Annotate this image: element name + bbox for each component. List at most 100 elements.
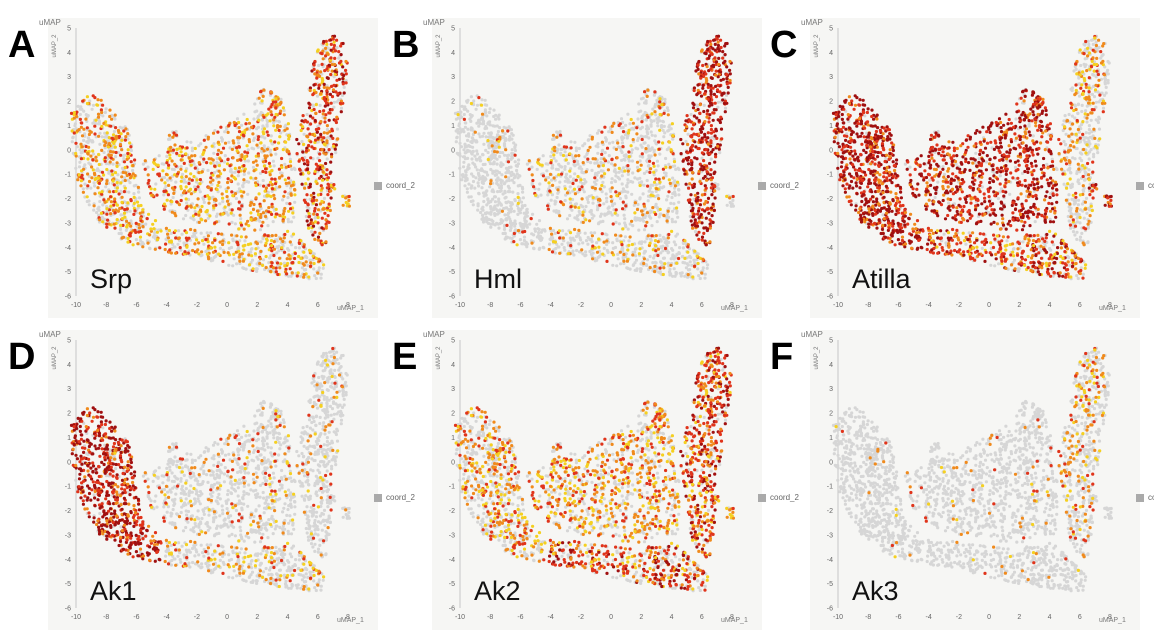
cell-point <box>179 246 182 249</box>
cell-point <box>302 251 305 254</box>
cell-point <box>299 257 302 260</box>
cell-point <box>630 151 633 154</box>
cell-point <box>517 196 520 199</box>
cell-point <box>594 246 597 249</box>
cell-point <box>283 207 286 210</box>
cell-point <box>622 201 625 204</box>
cell-point <box>601 232 604 235</box>
cell-point <box>253 229 256 232</box>
cell-point <box>319 277 322 280</box>
cell-point <box>596 162 599 165</box>
cell-point <box>257 154 260 157</box>
cell-point <box>662 185 665 188</box>
cell-point <box>524 222 527 225</box>
cell-point <box>512 141 515 144</box>
cell-point <box>503 213 506 216</box>
cell-point <box>569 231 572 234</box>
cell-point <box>120 175 123 178</box>
cell-point <box>573 228 576 231</box>
cell-point <box>172 149 175 152</box>
cell-point <box>119 154 122 157</box>
cell-point <box>261 264 264 267</box>
cell-point <box>180 199 183 202</box>
cell-point <box>76 145 79 148</box>
cell-point <box>266 234 269 237</box>
cell-point <box>163 203 166 206</box>
cell-point <box>246 193 249 196</box>
cell-point <box>86 195 89 198</box>
cell-point <box>675 211 678 214</box>
cell-point <box>257 213 260 216</box>
cell-point <box>592 196 595 199</box>
cell-point <box>332 38 335 41</box>
cell-point <box>203 139 206 142</box>
cell-point <box>502 135 505 138</box>
cell-point <box>315 128 318 131</box>
cell-point <box>120 132 123 135</box>
cell-point <box>659 267 662 270</box>
cell-point <box>171 159 174 162</box>
cell-point <box>686 262 689 265</box>
cell-point <box>575 249 578 252</box>
y-axis-label: uMAP_2 <box>52 34 58 58</box>
cell-point <box>183 162 186 165</box>
cell-point <box>261 99 264 102</box>
cell-point <box>129 225 132 228</box>
cell-point <box>344 69 347 72</box>
cell-point <box>195 178 198 181</box>
cell-point <box>135 238 138 241</box>
cell-point <box>616 239 619 242</box>
cell-point <box>94 156 97 159</box>
cell-point <box>104 160 107 163</box>
cell-point <box>188 156 191 159</box>
cell-point <box>528 159 531 162</box>
cell-point <box>668 178 671 181</box>
y-tick-label: -6 <box>65 294 71 301</box>
cell-point <box>333 63 336 66</box>
cell-point <box>129 232 132 235</box>
cell-point <box>119 143 122 146</box>
cell-point <box>460 145 463 148</box>
cell-point <box>224 154 227 157</box>
cell-point <box>147 179 150 182</box>
cell-point <box>190 164 193 167</box>
cell-point <box>577 229 580 232</box>
cell-point <box>74 152 77 155</box>
cell-point <box>274 234 277 237</box>
cell-point <box>206 194 209 197</box>
cell-point <box>499 203 502 206</box>
x-tick-label: -6 <box>517 302 523 309</box>
cell-point <box>476 209 479 212</box>
cell-point <box>230 190 233 193</box>
cell-point <box>127 191 130 194</box>
cell-point <box>227 177 230 180</box>
cell-point <box>611 125 614 128</box>
cell-point <box>314 139 317 142</box>
cell-point <box>553 149 556 152</box>
cell-point <box>326 86 329 89</box>
cell-point <box>521 191 524 194</box>
cell-point <box>113 197 116 200</box>
cell-point <box>719 121 722 124</box>
cell-point <box>187 237 190 240</box>
cell-point <box>621 141 624 144</box>
cell-point <box>696 255 699 258</box>
cell-point <box>156 231 159 234</box>
cell-point <box>623 159 626 162</box>
cell-point <box>245 235 248 238</box>
cell-point <box>287 253 290 256</box>
cell-point <box>189 188 192 191</box>
cell-point <box>658 148 661 151</box>
cell-point <box>238 166 241 169</box>
cell-point <box>289 207 292 210</box>
cell-point <box>96 104 99 107</box>
cell-point <box>653 119 656 122</box>
cell-point <box>459 127 462 130</box>
cell-point <box>290 275 293 278</box>
cell-point <box>646 132 649 135</box>
cell-point <box>329 93 332 96</box>
cell-point <box>650 112 653 115</box>
cell-point <box>477 96 480 99</box>
cell-point <box>221 213 224 216</box>
cell-point <box>614 221 617 224</box>
